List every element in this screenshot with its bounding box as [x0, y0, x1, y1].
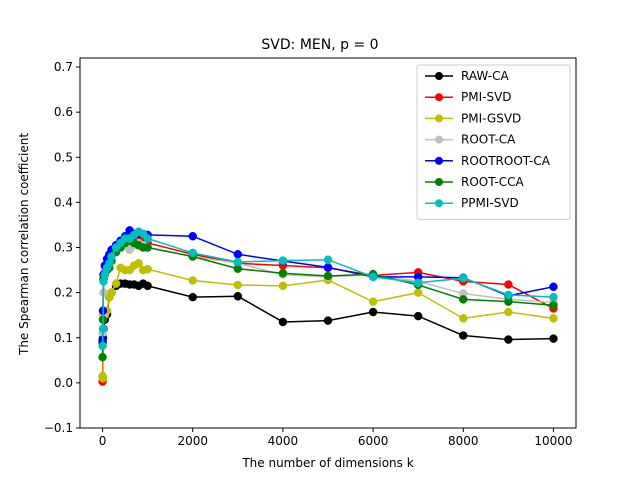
data-point-raw-ca — [368, 307, 378, 317]
data-point-ppmi-svd — [549, 292, 558, 302]
plot-area — [98, 226, 558, 386]
series-ppmi-svd — [98, 227, 558, 351]
data-point-ppmi-svd — [278, 256, 288, 265]
data-point-ppmi-svd — [368, 272, 378, 282]
data-point-rootroot-ca — [549, 282, 558, 292]
data-point-rootroot-ca — [188, 231, 197, 241]
data-point-pmi-gsvd — [134, 259, 143, 268]
data-point-ppmi-svd — [323, 255, 333, 264]
legend-marker — [435, 178, 443, 186]
axes-frame — [79, 57, 577, 429]
x-tick-label: 2000 — [177, 434, 208, 448]
data-point-ppmi-svd — [188, 248, 197, 258]
x-axis-ticks: 0 2000 4000 6000 8000 10000 — [99, 428, 573, 448]
x-tick-label: 0 — [99, 434, 107, 448]
legend-item: RAW-CA — [425, 69, 509, 83]
y-tick-label: 0.4 — [54, 195, 73, 209]
data-point-root-cca — [549, 301, 558, 310]
legend-marker — [435, 135, 443, 144]
data-point-ppmi-svd — [143, 234, 152, 243]
x-tick-label: 10000 — [534, 434, 572, 448]
data-point-raw-ca — [459, 331, 468, 340]
data-point-root-cca — [278, 268, 288, 278]
chart-title: SVD: MEN, p = 0 — [261, 37, 378, 53]
legend-item: PMI-GSVD — [425, 111, 521, 125]
y-axis-ticks: −0.1 0.0 0.1 0.2 0.3 0.4 0.5 0.6 0.7 — [44, 60, 80, 435]
legend-item: ROOTROOT-CA — [425, 154, 551, 168]
data-point-ppmi-svd — [98, 324, 108, 333]
data-point-pmi-gsvd — [233, 280, 243, 290]
data-point-pmi-gsvd — [188, 276, 197, 285]
data-point-pmi-gsvd — [413, 288, 423, 297]
legend-label: ROOTROOT-CA — [461, 154, 551, 168]
y-tick-label: 0.3 — [54, 241, 73, 255]
legend-label: ROOT-CCA — [461, 175, 525, 189]
data-point-raw-ca — [504, 335, 513, 344]
data-point-raw-ca — [188, 292, 197, 302]
data-point-raw-ca — [278, 317, 288, 327]
data-point-pmi-gsvd — [368, 297, 378, 306]
legend-marker — [435, 93, 443, 102]
data-point-pmi-gsvd — [459, 314, 468, 323]
legend-item: ROOT-CA — [425, 133, 516, 147]
legend-marker — [435, 199, 443, 208]
y-tick-label: −0.1 — [44, 421, 73, 435]
y-tick-label: 0.5 — [54, 150, 73, 164]
data-point-pmi-gsvd — [111, 279, 121, 288]
data-point-pmi-svd — [504, 280, 513, 289]
data-point-pmi-gsvd — [107, 288, 116, 297]
legend: RAW-CA PMI-SVD PMI-GSVD ROOT-CA ROOTROOT-CA R… — [416, 64, 571, 220]
legend-item: ROOT-CCA — [425, 175, 525, 189]
legend-marker — [435, 156, 443, 165]
legend-label: ROOT-CA — [461, 133, 516, 147]
data-point-root-cca — [98, 352, 107, 362]
data-point-ppmi-svd — [98, 341, 107, 351]
y-tick-label: 0.2 — [54, 286, 73, 300]
data-point-root-cca — [143, 243, 152, 252]
data-point-root-cca — [459, 295, 468, 304]
data-point-raw-ca — [549, 334, 558, 343]
legend-label: PPMI-SVD — [461, 196, 519, 210]
data-point-root-cca — [323, 271, 333, 281]
x-axis-label: The number of dimensions k — [241, 456, 413, 470]
y-tick-label: 0.7 — [54, 60, 73, 74]
x-tick-label: 6000 — [358, 434, 389, 448]
legend-item: PMI-SVD — [425, 90, 512, 104]
data-point-raw-ca — [323, 316, 333, 325]
y-tick-label: 0.1 — [54, 331, 73, 345]
y-tick-label: 0.6 — [54, 105, 73, 119]
data-point-ppmi-svd — [413, 278, 423, 287]
data-point-pmi-gsvd — [549, 314, 558, 323]
data-point-ppmi-svd — [504, 290, 513, 300]
legend-item: PPMI-SVD — [425, 196, 519, 210]
legend-label: RAW-CA — [461, 69, 509, 83]
data-point-raw-ca — [233, 291, 243, 301]
legend-marker — [435, 72, 443, 80]
data-point-pmi-gsvd — [143, 264, 152, 274]
data-point-pmi-gsvd — [504, 307, 513, 317]
data-point-rootroot-ca — [233, 250, 243, 259]
y-tick-label: 0.0 — [54, 376, 73, 390]
data-point-ppmi-svd — [459, 273, 468, 283]
data-point-raw-ca — [143, 281, 152, 291]
data-point-pmi-gsvd — [278, 281, 288, 291]
legend-label: PMI-GSVD — [461, 111, 521, 125]
legend-marker — [435, 114, 443, 123]
data-point-raw-ca — [413, 311, 423, 321]
data-point-rootroot-ca — [323, 263, 333, 272]
x-tick-label: 8000 — [448, 434, 479, 448]
legend-label: PMI-SVD — [461, 90, 512, 104]
legend-box — [416, 64, 571, 220]
data-point-ppmi-svd — [233, 257, 243, 267]
x-tick-label: 4000 — [268, 434, 299, 448]
y-axis-label: The Spearman correlation coefficient — [17, 133, 31, 356]
data-point-pmi-gsvd — [98, 374, 108, 383]
data-point-ppmi-svd — [107, 252, 116, 261]
